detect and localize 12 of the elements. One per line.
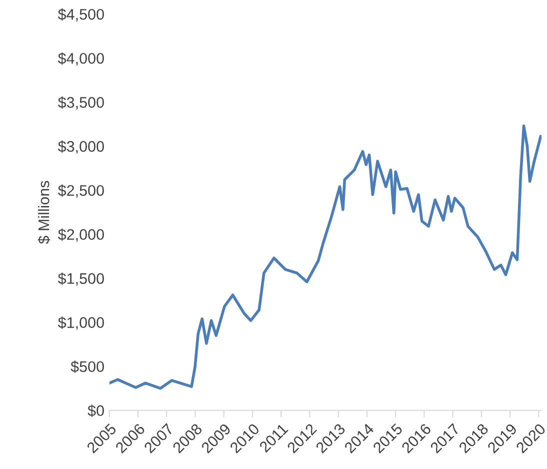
- y-tick-label: $2,500: [58, 184, 104, 198]
- y-tick-label: $1,500: [58, 272, 104, 286]
- y-axis-title: $ Millions: [38, 180, 50, 244]
- y-tick-label: $3,000: [58, 140, 104, 154]
- y-tick-label: $500: [70, 360, 104, 373]
- y-tick-label: $1,000: [58, 316, 104, 330]
- y-tick-label: $4,000: [58, 52, 104, 66]
- y-tick-label: $2,000: [58, 228, 104, 242]
- y-tick-label: $4,500: [58, 8, 104, 22]
- line-series: [109, 124, 542, 390]
- y-tick-label: $3,500: [58, 96, 104, 110]
- y-tick-label: $0: [88, 404, 104, 417]
